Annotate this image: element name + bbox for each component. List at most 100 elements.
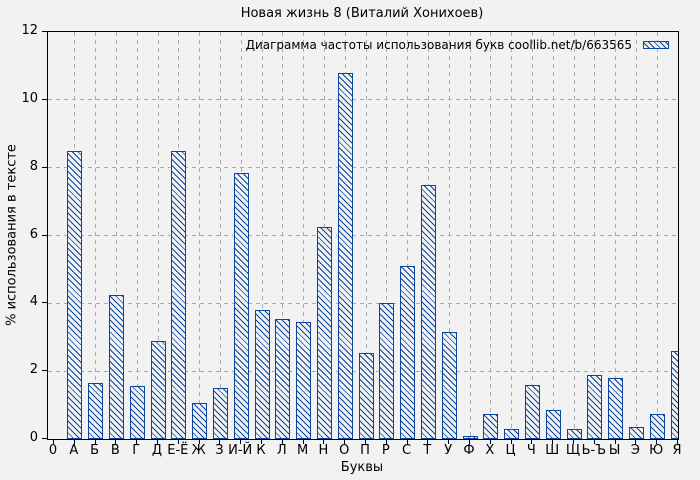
bar	[254, 310, 270, 439]
bar	[628, 427, 644, 439]
bar	[608, 377, 624, 439]
x-tick	[427, 439, 429, 444]
bar	[462, 435, 478, 439]
x-tick	[677, 439, 678, 444]
v-gridline	[407, 32, 409, 439]
x-tick	[115, 439, 117, 444]
x-tick	[552, 439, 554, 444]
x-tick-label: С	[402, 443, 412, 458]
v-gridline	[656, 32, 658, 439]
y-tick-label: 2	[29, 362, 38, 378]
x-tick-label: Ь-Ъ	[581, 443, 607, 458]
y-tick	[42, 234, 47, 236]
x-tick	[136, 439, 138, 444]
x-tick	[406, 439, 408, 444]
v-gridline	[490, 32, 492, 439]
x-tick-label: О	[339, 443, 350, 458]
x-tick-label: Ю	[649, 443, 664, 458]
bar	[379, 303, 395, 439]
x-tick-label: Д	[151, 443, 163, 458]
bar	[649, 413, 665, 439]
legend-swatch-icon	[643, 41, 669, 49]
x-tick	[261, 439, 262, 444]
x-tick-label: Щ	[565, 443, 581, 458]
plot-area: Диаграмма частоты использования букв coo…	[47, 31, 679, 440]
x-tick-label: Т	[423, 443, 432, 458]
v-gridline	[594, 32, 596, 439]
bar	[400, 266, 416, 439]
y-tick-label: 12	[21, 23, 38, 38]
x-tick-label: М	[296, 443, 309, 458]
x-tick	[365, 439, 366, 444]
h-gridline	[48, 99, 678, 101]
y-tick	[42, 370, 47, 372]
x-tick	[94, 439, 96, 444]
bar	[358, 352, 374, 439]
x-tick	[635, 439, 637, 444]
v-gridline	[115, 32, 117, 439]
bar	[420, 184, 436, 439]
v-gridline	[552, 32, 554, 439]
h-gridline	[48, 235, 678, 236]
x-tick-label: И-Й	[228, 443, 253, 458]
x-tick-label: 0	[48, 443, 58, 458]
bar	[524, 384, 540, 439]
bar	[171, 150, 187, 439]
v-gridline	[677, 32, 678, 439]
v-gridline	[95, 32, 97, 439]
y-tick-label: 0	[29, 430, 38, 445]
v-gridline	[261, 32, 263, 439]
x-tick-label: В	[110, 443, 120, 458]
y-tick	[42, 438, 47, 439]
x-tick	[344, 439, 346, 444]
x-tick	[302, 439, 304, 444]
x-tick-label: Ж	[191, 443, 206, 458]
h-gridline	[48, 302, 678, 304]
x-tick	[177, 439, 179, 444]
y-tick	[42, 166, 47, 168]
x-tick	[73, 439, 75, 444]
v-gridline	[282, 32, 284, 439]
v-gridline	[635, 32, 637, 439]
x-axis-title: Буквы	[340, 460, 384, 475]
x-tick-label: Я	[672, 443, 682, 458]
v-gridline	[136, 32, 138, 439]
bar	[108, 294, 124, 439]
h-gridline	[48, 167, 678, 169]
bar	[587, 374, 603, 439]
x-tick-label: Р	[381, 443, 390, 458]
x-tick-label: Х	[485, 443, 495, 458]
bar	[441, 332, 457, 439]
bar	[192, 403, 208, 439]
y-tick-label: 8	[29, 158, 38, 174]
x-tick-label: Ф	[463, 443, 475, 458]
bar	[212, 388, 228, 439]
bar	[67, 150, 83, 439]
x-tick	[489, 439, 491, 444]
x-tick	[448, 439, 450, 444]
v-gridline	[531, 32, 533, 439]
x-tick-label: Э	[630, 443, 640, 458]
bar	[129, 386, 145, 439]
x-tick	[510, 439, 512, 444]
x-tick	[469, 439, 470, 444]
x-tick-label: А	[69, 443, 79, 458]
x-tick	[385, 439, 387, 444]
x-tick	[614, 439, 616, 444]
x-tick-label: Е-Ё	[167, 443, 189, 458]
bar	[316, 227, 332, 439]
x-tick-label: Г	[132, 443, 141, 458]
bar	[670, 350, 678, 439]
legend: Диаграмма частоты использования букв coo…	[246, 38, 669, 52]
x-tick	[323, 439, 325, 444]
v-gridline	[199, 32, 201, 439]
v-gridline	[219, 32, 221, 439]
bar	[296, 322, 312, 439]
x-tick-label: Ч	[526, 443, 536, 458]
v-gridline	[365, 32, 367, 439]
v-gridline	[303, 32, 305, 439]
v-gridline	[386, 32, 388, 439]
x-tick-label: П	[360, 443, 370, 458]
bar	[483, 413, 499, 439]
